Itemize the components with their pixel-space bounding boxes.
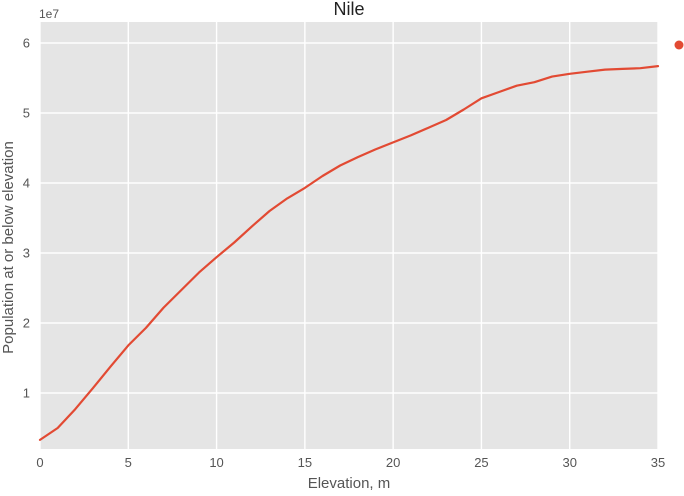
x-tick-label: 15 (298, 455, 312, 470)
x-tick-label: 20 (386, 455, 400, 470)
x-tick-label: 25 (474, 455, 488, 470)
y-tick-label: 3 (23, 246, 30, 261)
y-tick-label: 1 (23, 386, 30, 401)
x-axis-label: Elevation, m (308, 475, 391, 491)
x-tick-label: 35 (651, 455, 665, 470)
series-line (38, 64, 660, 441)
chart-title: Nile (333, 0, 364, 19)
legend-marker (674, 40, 684, 50)
y-axis-label: Population at or below elevation (0, 141, 17, 354)
y-axis-scale-label: 1e7 (39, 7, 59, 21)
plot-area (40, 22, 658, 449)
x-tick-label: 5 (125, 455, 132, 470)
y-tick-label: 6 (23, 36, 30, 51)
grid-lines (39, 22, 659, 449)
x-tick-label: 10 (209, 455, 223, 470)
y-tick-label: 5 (23, 106, 30, 121)
x-tick-label: 30 (562, 455, 576, 470)
y-tick-labels: 1 2 3 4 5 6 (23, 36, 30, 401)
y-tick-label: 2 (23, 316, 30, 331)
x-tick-labels: 0 5 10 15 20 25 30 35 (36, 455, 665, 470)
y-tick-label: 4 (23, 176, 30, 191)
x-tick-label: 0 (36, 455, 43, 470)
series-layer (38, 64, 660, 441)
